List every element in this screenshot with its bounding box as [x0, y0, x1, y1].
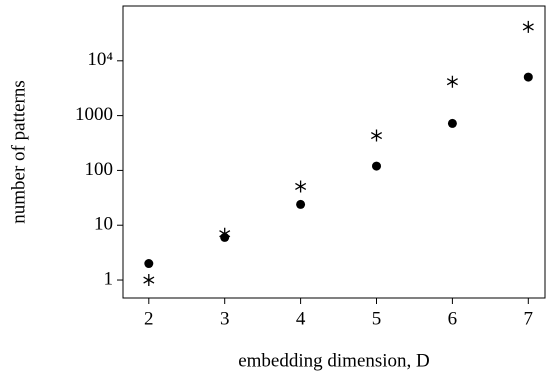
x-tick-label: 2 — [144, 308, 154, 329]
data-point — [447, 118, 457, 128]
x-tick-label: 6 — [448, 308, 458, 329]
x-tick-label: 4 — [296, 308, 306, 329]
data-point — [143, 274, 155, 287]
x-axis-label: embedding dimension, D — [238, 350, 430, 371]
data-point — [522, 20, 534, 33]
y-tick-label: 100 — [85, 159, 114, 180]
plot-frame — [122, 5, 546, 299]
y-axis-label: number of patterns — [8, 80, 29, 224]
data-point — [523, 72, 533, 82]
x-tick-label: 5 — [372, 308, 382, 329]
y-tick-label: 1000 — [75, 104, 113, 125]
x-tick-label: 7 — [524, 308, 534, 329]
data-point — [295, 180, 307, 193]
data-point — [296, 199, 306, 209]
y-tick-label: 1 — [104, 268, 114, 289]
data-point — [370, 129, 383, 142]
data-point — [446, 75, 458, 88]
data-point — [219, 227, 231, 240]
y-tick-label: 10 — [94, 214, 113, 235]
data-point — [372, 161, 382, 171]
data-point — [144, 259, 154, 269]
x-tick-label: 3 — [220, 308, 230, 329]
y-tick-label: 10⁴ — [87, 49, 113, 70]
